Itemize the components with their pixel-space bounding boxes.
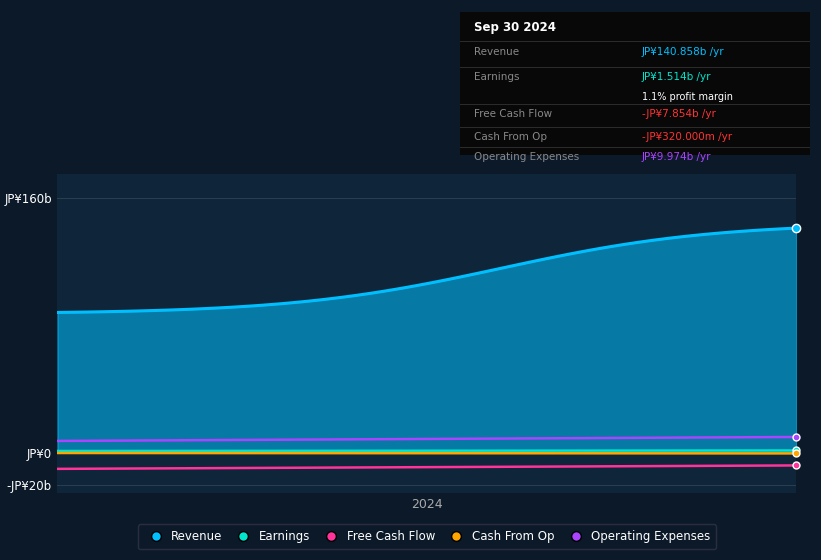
Text: -JP¥7.854b /yr: -JP¥7.854b /yr (642, 109, 716, 119)
Text: JP¥140.858b /yr: JP¥140.858b /yr (642, 46, 724, 57)
Text: JP¥1.514b /yr: JP¥1.514b /yr (642, 72, 711, 82)
Text: Revenue: Revenue (474, 46, 519, 57)
Text: JP¥9.974b /yr: JP¥9.974b /yr (642, 152, 711, 162)
Text: Earnings: Earnings (474, 72, 519, 82)
Text: Cash From Op: Cash From Op (474, 132, 547, 142)
Text: Free Cash Flow: Free Cash Flow (474, 109, 552, 119)
Text: 1.1% profit margin: 1.1% profit margin (642, 92, 732, 102)
Legend: Revenue, Earnings, Free Cash Flow, Cash From Op, Operating Expenses: Revenue, Earnings, Free Cash Flow, Cash … (138, 524, 716, 549)
Text: Operating Expenses: Operating Expenses (474, 152, 579, 162)
Text: -JP¥320.000m /yr: -JP¥320.000m /yr (642, 132, 732, 142)
Text: Sep 30 2024: Sep 30 2024 (474, 21, 556, 34)
